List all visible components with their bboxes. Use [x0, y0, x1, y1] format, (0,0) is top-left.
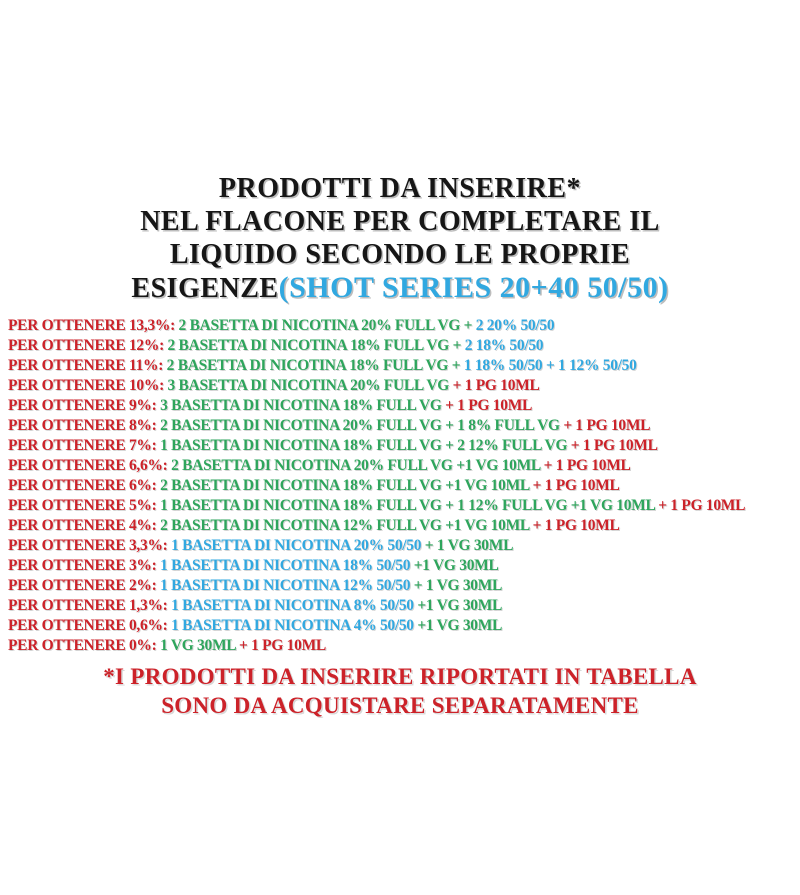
- recipe-segment: 2 20% 50/50: [472, 317, 555, 334]
- recipe-line: PER OTTENERE 8%: 2 BASETTA DI NICOTINA 2…: [8, 416, 800, 436]
- recipe-segment: 2 BASETTA DI NICOTINA 20% FULL VG +1 VG …: [167, 457, 541, 474]
- recipe-segment: 2 BASETTA DI NICOTINA 18% FULL VG +: [163, 357, 461, 374]
- recipe-segment: +1 VG 30ML: [413, 617, 503, 634]
- recipe-segment: + 1 PG 10ML: [567, 437, 658, 454]
- recipe-segment: PER OTTENERE 11%:: [8, 357, 164, 374]
- recipe-segment: PER OTTENERE 10%:: [8, 377, 164, 394]
- recipe-segment: PER OTTENERE 0,6%:: [8, 617, 168, 634]
- recipe-segment: 3 BASETTA DI NICOTINA 20% FULL VG: [163, 377, 450, 394]
- footer-note: *I PRODOTTI DA INSERIRE RIPORTATI IN TAB…: [0, 662, 800, 720]
- recipe-segment: 1 18% 50/50 + 1 12% 50/50: [460, 357, 637, 374]
- recipe-line: PER OTTENERE 9%: 3 BASETTA DI NICOTINA 1…: [8, 396, 800, 416]
- title-line-4-shot-series: (SHOT SERIES 20+40 50/50): [278, 271, 669, 304]
- recipe-segment: 1 BASETTA DI NICOTINA 18% FULL VG + 1 12…: [156, 497, 655, 514]
- recipe-line: PER OTTENERE 6%: 2 BASETTA DI NICOTINA 1…: [8, 476, 800, 496]
- recipe-segment: + 1 VG 30ML: [421, 537, 514, 554]
- recipe-line: PER OTTENERE 12%: 2 BASETTA DI NICOTINA …: [8, 336, 800, 356]
- recipe-line: PER OTTENERE 4%: 2 BASETTA DI NICOTINA 1…: [8, 516, 800, 536]
- recipe-line: PER OTTENERE 13,3%: 2 BASETTA DI NICOTIN…: [8, 316, 800, 336]
- recipe-segment: 3 BASETTA DI NICOTINA 18% FULL VG: [156, 397, 442, 414]
- recipe-segment: 1 VG 30ML: [156, 637, 236, 654]
- recipe-segment: PER OTTENERE 6,6%:: [8, 457, 168, 474]
- recipe-segment: +1 VG 30ML: [413, 597, 503, 614]
- recipe-list: PER OTTENERE 13,3%: 2 BASETTA DI NICOTIN…: [8, 316, 800, 656]
- title-line-3: LIQUIDO SECONDO LE PROPRIE: [169, 239, 631, 270]
- recipe-segment: + 1 PG 10ML: [441, 397, 533, 414]
- recipe-segment: PER OTTENERE 4%:: [8, 517, 157, 534]
- recipe-segment: PER OTTENERE 1,3%:: [8, 597, 168, 614]
- recipe-segment: + 1 VG 30ML: [410, 577, 503, 594]
- recipe-line: PER OTTENERE 6,6%: 2 BASETTA DI NICOTINA…: [8, 456, 800, 476]
- footer-line-2: SONO DA ACQUISTARE SEPARATAMENTE: [161, 693, 639, 718]
- recipe-segment: + 1 PG 10ML: [529, 477, 620, 494]
- recipe-segment: 1 BASETTA DI NICOTINA 8% 50/50: [167, 597, 414, 614]
- recipe-segment: 2 BASETTA DI NICOTINA 18% FULL VG +1 VG …: [156, 477, 530, 494]
- recipe-segment: 1 BASETTA DI NICOTINA 18% FULL VG + 2 12…: [156, 437, 568, 454]
- recipe-line: PER OTTENERE 11%: 2 BASETTA DI NICOTINA …: [8, 356, 800, 376]
- title-line-1: PRODOTTI DA INSERIRE*: [218, 173, 582, 204]
- recipe-segment: 2 BASETTA DI NICOTINA 20% FULL VG +: [174, 317, 473, 334]
- recipe-segment: 2 BASETTA DI NICOTINA 20% FULL VG + 1 8%…: [156, 417, 560, 434]
- recipe-line: PER OTTENERE 1,3%: 1 BASETTA DI NICOTINA…: [8, 596, 800, 616]
- recipe-segment: PER OTTENERE 13,3%:: [8, 317, 175, 334]
- recipe-segment: 1 BASETTA DI NICOTINA 20% 50/50: [167, 537, 422, 554]
- recipe-segment: 2 18% 50/50: [461, 337, 544, 354]
- recipe-line: PER OTTENERE 3%: 1 BASETTA DI NICOTINA 1…: [8, 556, 800, 576]
- recipe-line: PER OTTENERE 2%: 1 BASETTA DI NICOTINA 1…: [8, 576, 800, 596]
- recipe-segment: +1 VG 30ML: [410, 557, 499, 574]
- recipe-line: PER OTTENERE 3,3%: 1 BASETTA DI NICOTINA…: [8, 536, 800, 556]
- recipe-segment: PER OTTENERE 6%:: [8, 477, 157, 494]
- recipe-segment: PER OTTENERE 12%:: [8, 337, 164, 354]
- recipe-segment: + 1 PG 10ML: [559, 417, 651, 434]
- page-title: PRODOTTI DA INSERIRE* NEL FLACONE PER CO…: [0, 172, 800, 305]
- recipe-line: PER OTTENERE 0,6%: 1 BASETTA DI NICOTINA…: [8, 616, 800, 636]
- recipe-segment: 2 BASETTA DI NICOTINA 12% FULL VG +1 VG …: [156, 517, 530, 534]
- recipe-segment: 2 BASETTA DI NICOTINA 18% FULL VG +: [163, 337, 462, 354]
- recipe-segment: + 1 PG 10ML: [529, 517, 620, 534]
- recipe-segment: PER OTTENERE 7%:: [8, 437, 157, 454]
- footer-line-1: *I PRODOTTI DA INSERIRE RIPORTATI IN TAB…: [103, 664, 697, 689]
- recipe-segment: 1 BASETTA DI NICOTINA 12% 50/50: [156, 577, 411, 594]
- recipe-segment: + 1 PG 10ML: [654, 497, 746, 514]
- title-line-2: NEL FLACONE PER COMPLETARE IL: [140, 206, 660, 237]
- title-line-4: ESIGENZE(SHOT SERIES 20+40 50/50): [0, 271, 800, 305]
- recipe-segment: PER OTTENERE 0%:: [8, 637, 157, 654]
- recipe-segment: PER OTTENERE 8%:: [8, 417, 157, 434]
- recipe-line: PER OTTENERE 5%: 1 BASETTA DI NICOTINA 1…: [8, 496, 800, 516]
- recipe-segment: PER OTTENERE 3%:: [8, 557, 157, 574]
- recipe-line: PER OTTENERE 10%: 3 BASETTA DI NICOTINA …: [8, 376, 800, 396]
- recipe-segment: PER OTTENERE 2%:: [8, 577, 157, 594]
- recipe-segment: PER OTTENERE 3,3%:: [8, 537, 168, 554]
- recipe-segment: + 1 PG 10ML: [235, 637, 326, 654]
- title-line-4-black: ESIGENZE: [131, 273, 279, 304]
- recipe-segment: PER OTTENERE 9%:: [8, 397, 157, 414]
- recipe-line: PER OTTENERE 7%: 1 BASETTA DI NICOTINA 1…: [8, 436, 800, 456]
- recipe-segment: 1 BASETTA DI NICOTINA 18% 50/50: [156, 557, 411, 574]
- recipe-segment: + 1 PG 10ML: [449, 377, 540, 394]
- recipe-segment: 1 BASETTA DI NICOTINA 4% 50/50: [167, 617, 414, 634]
- recipe-segment: PER OTTENERE 5%:: [8, 497, 157, 514]
- recipe-line: PER OTTENERE 0%: 1 VG 30ML + 1 PG 10ML: [8, 636, 800, 656]
- recipe-segment: + 1 PG 10ML: [540, 457, 631, 474]
